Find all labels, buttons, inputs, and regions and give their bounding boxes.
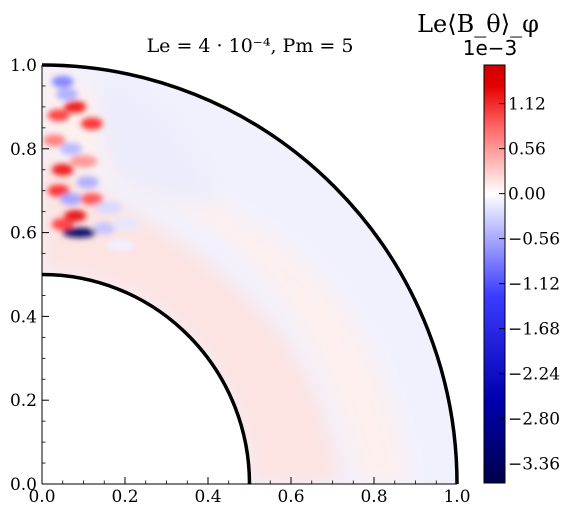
field-feature-8 [51, 163, 74, 176]
x-tick-label-5: 1.0 [443, 487, 470, 507]
field-feature-12 [80, 193, 103, 206]
colorbar-tick-label-2: 0.00 [508, 185, 546, 205]
field-feature-15 [51, 218, 74, 231]
field-feature-7 [69, 155, 98, 168]
field-feature-6 [60, 142, 83, 155]
colorbar-tick-label-6: −2.24 [508, 365, 560, 385]
x-tick-label-2: 0.4 [194, 487, 221, 507]
field-feature-2 [64, 100, 87, 113]
colorbar-tick-label-7: −2.80 [508, 410, 560, 430]
y-tick-label-3: 0.6 [10, 224, 37, 244]
colorbar-bar [483, 64, 506, 484]
field-plot [41, 63, 459, 485]
x-tick-label-3: 0.6 [277, 487, 304, 507]
colorbar: Le⟨B_θ⟩_φ 1e−3 1.12 0.56 0.00 −0.56 −1.12 −1.… [417, 10, 560, 484]
y-axis-ticks: 0.0 0.2 0.4 0.6 0.8 1.0 [10, 56, 49, 495]
field-feature-19 [106, 239, 135, 252]
y-tick-label-1: 0.2 [10, 391, 37, 411]
field-band-blue [100, 70, 220, 202]
colorbar-tick-label-4: −1.12 [508, 275, 560, 295]
field-feature-4 [80, 117, 103, 130]
field-feature-11 [60, 193, 83, 206]
field-feature-14 [64, 209, 87, 222]
field-feature-18 [111, 218, 139, 231]
y-tick-label-2: 0.4 [10, 307, 37, 327]
inner-boundary [41, 272, 252, 485]
colorbar-ticks: 1.12 0.56 0.00 −0.56 −1.12 −1.68 −2.24 −2.80 −3.… [499, 95, 560, 475]
colorbar-tick-label-0: 1.12 [508, 95, 546, 115]
field-feature-0 [51, 75, 74, 88]
field-features [43, 75, 139, 252]
y-tick-label-0: 0.0 [10, 475, 37, 495]
x-axis-ticks: 0.0 0.2 0.4 0.6 0.8 1.0 [28, 477, 471, 507]
field-feature-16 [62, 227, 97, 238]
colorbar-tick-label-1: 0.56 [508, 140, 546, 160]
field-feature-3 [47, 109, 70, 122]
colorbar-multiplier: 1e−3 [463, 36, 518, 60]
field-feature-5 [43, 134, 66, 147]
axes: 0.0 0.2 0.4 0.6 0.8 1.0 0.0 0.2 0.4 0.6 0.8 1.0 [10, 56, 471, 507]
field-feature-17 [93, 222, 116, 235]
x-tick-label-4: 0.8 [360, 487, 387, 507]
colorbar-title: Le⟨B_θ⟩_φ [417, 10, 539, 38]
y-tick-label-5: 1.0 [10, 56, 37, 76]
colorbar-tick-label-3: −0.56 [508, 230, 560, 250]
y-tick-label-4: 0.8 [10, 140, 37, 160]
colorbar-tick-label-5: −1.68 [508, 320, 560, 340]
field-feature-9 [76, 176, 99, 189]
chart-title: Le = 4 · 10⁻⁴, Pm = 5 [147, 35, 354, 57]
field-feature-10 [47, 184, 70, 197]
field-feature-1 [55, 88, 78, 101]
colorbar-tick-label-8: −3.36 [508, 455, 560, 475]
field-feature-13 [94, 201, 123, 214]
x-tick-label-0: 0.0 [28, 487, 55, 507]
x-tick-label-1: 0.2 [111, 487, 138, 507]
outer-boundary [41, 63, 459, 485]
field-band-pink [42, 150, 340, 484]
